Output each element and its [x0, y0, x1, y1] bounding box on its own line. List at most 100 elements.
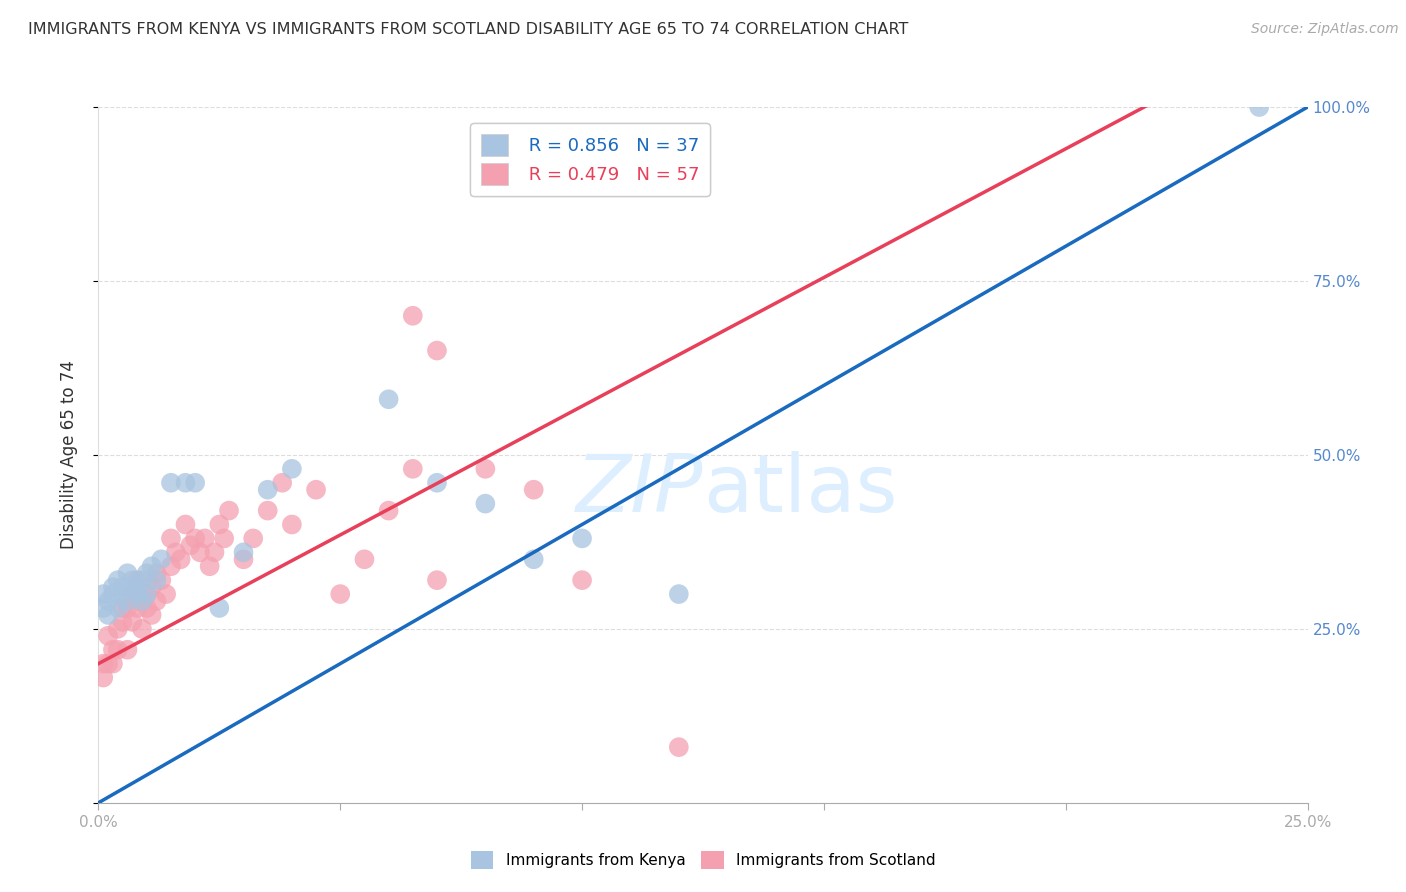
- Point: [571, 532, 593, 546]
- Point: [179, 538, 201, 552]
- Point: [668, 587, 690, 601]
- Point: [194, 532, 217, 546]
- Point: [281, 517, 304, 532]
- Point: [135, 587, 157, 601]
- Point: [571, 573, 593, 587]
- Point: [117, 642, 139, 657]
- Point: [141, 559, 163, 574]
- Legend:  R = 0.856   N = 37,  R = 0.479   N = 57: R = 0.856 N = 37, R = 0.479 N = 57: [470, 123, 710, 196]
- Point: [523, 483, 546, 497]
- Point: [121, 580, 143, 594]
- Point: [135, 566, 157, 581]
- Point: [256, 483, 278, 497]
- Point: [121, 573, 143, 587]
- Point: [107, 573, 129, 587]
- Point: [127, 601, 149, 615]
- Point: [117, 601, 139, 615]
- Point: [145, 594, 167, 608]
- Point: [204, 545, 226, 559]
- Text: ZIP: ZIP: [575, 450, 703, 529]
- Point: [91, 587, 114, 601]
- Point: [184, 532, 207, 546]
- Point: [127, 580, 149, 594]
- Point: [305, 483, 328, 497]
- Point: [91, 601, 114, 615]
- Point: [198, 559, 221, 574]
- Point: [121, 587, 143, 601]
- Point: [145, 573, 167, 587]
- Point: [131, 573, 153, 587]
- Point: [160, 559, 183, 574]
- Point: [145, 566, 167, 581]
- Point: [150, 573, 173, 587]
- Point: [111, 580, 134, 594]
- Point: [160, 475, 183, 490]
- Point: [155, 587, 177, 601]
- Point: [91, 657, 114, 671]
- Point: [402, 309, 425, 323]
- Point: [271, 475, 294, 490]
- Point: [232, 552, 254, 566]
- Point: [174, 475, 197, 490]
- Point: [150, 552, 173, 566]
- Text: Source: ZipAtlas.com: Source: ZipAtlas.com: [1251, 22, 1399, 37]
- Point: [160, 532, 183, 546]
- Point: [101, 642, 124, 657]
- Point: [97, 607, 120, 622]
- Point: [169, 552, 191, 566]
- Point: [474, 497, 496, 511]
- Point: [135, 587, 157, 601]
- Point: [111, 601, 134, 615]
- Point: [668, 740, 690, 755]
- Point: [107, 601, 129, 615]
- Legend: Immigrants from Kenya, Immigrants from Scotland: Immigrants from Kenya, Immigrants from S…: [464, 845, 942, 875]
- Point: [141, 607, 163, 622]
- Point: [111, 587, 134, 601]
- Point: [353, 552, 375, 566]
- Point: [165, 545, 187, 559]
- Point: [127, 573, 149, 587]
- Point: [208, 601, 231, 615]
- Point: [121, 615, 143, 629]
- Text: IMMIGRANTS FROM KENYA VS IMMIGRANTS FROM SCOTLAND DISABILITY AGE 65 TO 74 CORREL: IMMIGRANTS FROM KENYA VS IMMIGRANTS FROM…: [28, 22, 908, 37]
- Point: [377, 503, 399, 517]
- Point: [377, 392, 399, 407]
- Point: [131, 594, 153, 608]
- Point: [141, 580, 163, 594]
- Point: [97, 594, 120, 608]
- Point: [101, 657, 124, 671]
- Point: [208, 517, 231, 532]
- Point: [188, 545, 211, 559]
- Text: atlas: atlas: [703, 450, 897, 529]
- Point: [107, 642, 129, 657]
- Point: [474, 462, 496, 476]
- Y-axis label: Disability Age 65 to 74: Disability Age 65 to 74: [59, 360, 77, 549]
- Point: [127, 587, 149, 601]
- Point: [402, 462, 425, 476]
- Point: [107, 622, 129, 636]
- Point: [91, 671, 114, 685]
- Point: [131, 594, 153, 608]
- Point: [111, 615, 134, 629]
- Point: [426, 343, 449, 358]
- Point: [117, 594, 139, 608]
- Point: [97, 657, 120, 671]
- Point: [1249, 100, 1271, 114]
- Point: [232, 545, 254, 559]
- Point: [218, 503, 240, 517]
- Point: [131, 622, 153, 636]
- Point: [101, 587, 124, 601]
- Point: [329, 587, 352, 601]
- Point: [256, 503, 278, 517]
- Point: [281, 462, 304, 476]
- Point: [97, 629, 120, 643]
- Point: [426, 475, 449, 490]
- Point: [212, 532, 235, 546]
- Point: [426, 573, 449, 587]
- Point: [523, 552, 546, 566]
- Point: [184, 475, 207, 490]
- Point: [174, 517, 197, 532]
- Point: [135, 601, 157, 615]
- Point: [117, 566, 139, 581]
- Point: [101, 580, 124, 594]
